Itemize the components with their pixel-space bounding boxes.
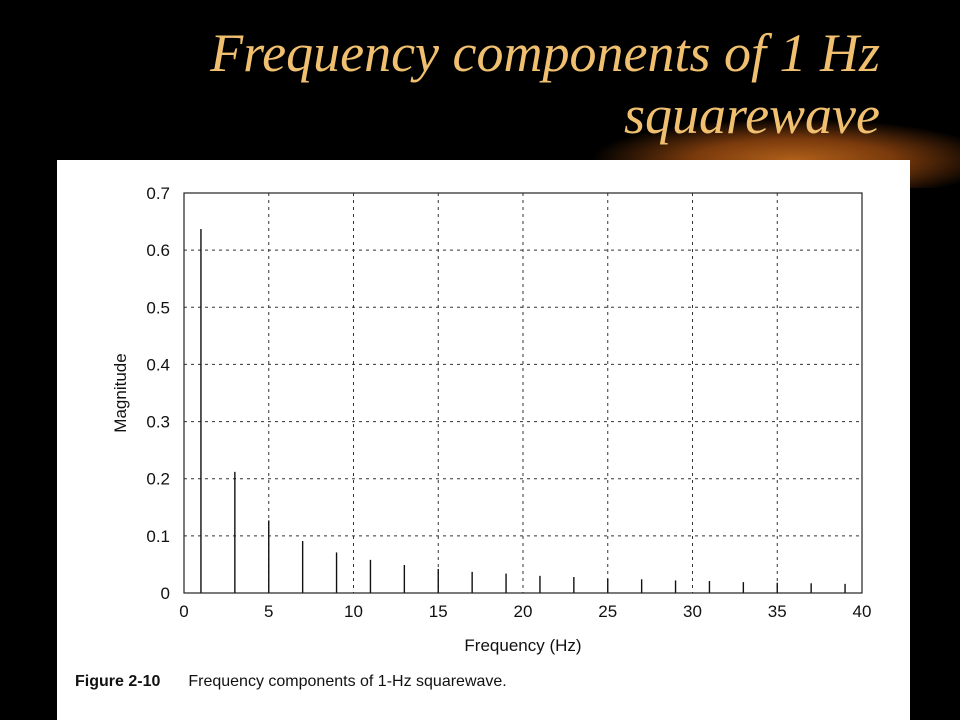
frequency-chart: 0 5 10 15 20 25 30 35 40 0 0.1 0.2 0.3 0.4 0.5 0.6 0.7 F… xyxy=(111,184,871,655)
y-tick-label: 0.1 xyxy=(146,527,170,546)
x-tick-label: 40 xyxy=(853,602,872,621)
x-tick-label: 0 xyxy=(179,602,188,621)
y-tick-label: 0.2 xyxy=(146,470,170,489)
grid-layer xyxy=(184,193,862,593)
y-tick-label: 0 xyxy=(161,584,170,603)
x-tick-label: 20 xyxy=(514,602,533,621)
plot-frame xyxy=(183,192,863,594)
figure-panel: 0 5 10 15 20 25 30 35 40 0 0.1 0.2 0.3 0.4 0.5 0.6 0.7 F… xyxy=(57,160,910,720)
figure-caption-text: Frequency components of 1-Hz squarewave. xyxy=(188,673,507,690)
x-tick-label: 15 xyxy=(429,602,448,621)
x-tick-label: 35 xyxy=(768,602,787,621)
title-area: Frequency components of 1 Hz squarewave xyxy=(0,0,960,188)
y-axis-label: Magnitude xyxy=(111,353,130,432)
y-tick-label: 0.6 xyxy=(146,241,170,260)
stem-layer xyxy=(200,229,846,593)
x-tick-label: 5 xyxy=(264,602,273,621)
y-tick-label: 0.7 xyxy=(146,184,170,203)
slide-title: Frequency components of 1 Hz squarewave xyxy=(80,22,880,146)
y-tick-label: 0.5 xyxy=(146,298,170,317)
x-axis-label: Frequency (Hz) xyxy=(464,636,581,655)
x-tick-label: 10 xyxy=(344,602,363,621)
y-tick-label: 0.4 xyxy=(146,355,170,374)
x-tick-label: 25 xyxy=(598,602,617,621)
y-tick-label: 0.3 xyxy=(146,413,170,432)
tick-layer: 0 5 10 15 20 25 30 35 40 0 0.1 0.2 0.3 0.4 0.5 0.6 0.7 xyxy=(146,184,871,621)
figure-caption-label: Figure 2-10 xyxy=(75,673,161,690)
slide-title-line-1: Frequency components of 1 Hz xyxy=(210,23,880,83)
x-tick-label: 30 xyxy=(683,602,702,621)
slide-title-line-2: squarewave xyxy=(624,85,880,145)
figure-caption: Figure 2-10 Frequency components of 1-Hz … xyxy=(75,673,507,691)
